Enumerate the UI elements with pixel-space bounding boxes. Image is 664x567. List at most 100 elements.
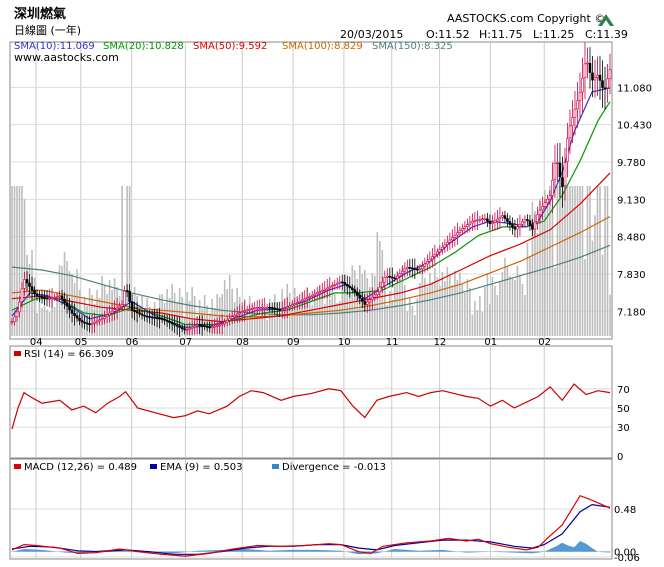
candle-body [160,318,164,320]
candle-body [596,74,599,78]
candle-body [190,326,194,329]
candle-body [516,226,519,230]
candle-body [115,307,119,310]
rsi-panel-frame [9,345,613,459]
candle-body [73,313,76,316]
price-y-tick-label: 10.430 [617,121,652,132]
candle-body [15,311,19,317]
volume-bar [479,296,481,336]
volume-bar [571,186,574,336]
volume-bar [51,298,53,336]
rsi-lines [11,383,611,430]
volume-bar [506,267,509,336]
candle-body [28,282,31,287]
candle-body [128,290,131,302]
candle-body [531,225,534,230]
candle-body [353,289,357,293]
candle-body [310,294,314,297]
rsi-y-tick-label: 0 [617,452,623,463]
volume-bar [36,313,38,336]
candle-body [175,324,179,327]
volume-bar [501,272,504,336]
candle-body [105,314,109,317]
sma-legend-label: SMA(100):8.829 [282,41,363,52]
candle-body [278,308,282,311]
candle-body [198,324,201,326]
volume-bar [246,310,248,336]
rsi-line [11,383,611,430]
candle-body [130,301,134,311]
volume-bar [556,186,559,336]
volume-bar [384,287,386,336]
candle-body [358,295,362,299]
candle-body [110,310,114,314]
volume-bar [496,295,499,336]
volume-bar [594,215,596,336]
volume-bar [486,273,489,336]
volume-bar [539,199,541,336]
volume-bar [46,309,48,336]
volume-bar [11,186,13,336]
volume-bar [484,287,486,336]
x-axis-ticks: 04 05 06 07 08 09 10 11 12 01 02 [30,337,551,348]
candle-body [503,215,507,219]
candle-body [210,326,214,329]
price-grid [11,43,611,338]
volume-bar [26,255,28,336]
volume-bar [128,186,131,336]
volume-bar [103,285,106,336]
volume-bar [276,303,279,336]
volume-bar [21,186,23,336]
price-y-tick-label: 9.130 [617,195,646,206]
volume-bar [494,286,496,336]
x-tick-label: 12 [434,337,447,348]
volume-bar [18,186,21,336]
volume-bar [131,301,133,336]
candle-body [280,309,284,311]
candle-body [418,268,422,271]
candle-body [235,313,239,316]
candle-body [58,295,61,298]
volume-bar [261,304,264,336]
candle-body [195,324,199,327]
candle-body [145,315,149,318]
candle-body [383,277,387,283]
candle-body [320,290,324,292]
volume-bar [271,308,274,336]
price-y-tick-label: 9.780 [617,158,646,169]
candle-body [483,218,487,221]
macd-panel: 0.48 0.00-0.06 MACD (12,26) = 0.489 EMA (9… [9,458,640,564]
volume-bar [226,289,228,336]
volume-bar [16,186,18,336]
sma150-line [11,244,611,316]
volume-bar [258,318,261,336]
volume-bar [531,202,534,336]
candle-body [573,108,577,118]
sma-legend: SMA(10):11.069 SMA(20):10.828 SMA(50):9.59… [14,41,453,52]
volume-bar [203,295,206,336]
rsi-legend: RSI (14) = 66.309 [14,349,114,360]
candle-body [528,220,532,226]
candle-body [150,316,154,319]
candle-body [218,324,221,327]
candle-body [566,138,569,162]
volume-bar [101,276,103,336]
candle-body [78,317,81,321]
volume-bar [536,232,539,336]
candle-body [295,302,299,304]
volume-bar [414,315,416,336]
price-y-tick-label: 7.830 [617,270,646,281]
candle-body [363,301,367,305]
volume-bar [519,275,521,336]
candle-body [436,251,439,255]
candle-body [238,312,241,315]
volume-bar [228,275,231,336]
volume-bar [421,269,424,336]
quote-close: C:11.39 [585,28,628,41]
volume-bar [516,266,519,336]
macd-line [11,494,611,557]
candle-body [493,220,497,223]
volume-bar [291,302,294,336]
volume-bar [394,285,396,336]
